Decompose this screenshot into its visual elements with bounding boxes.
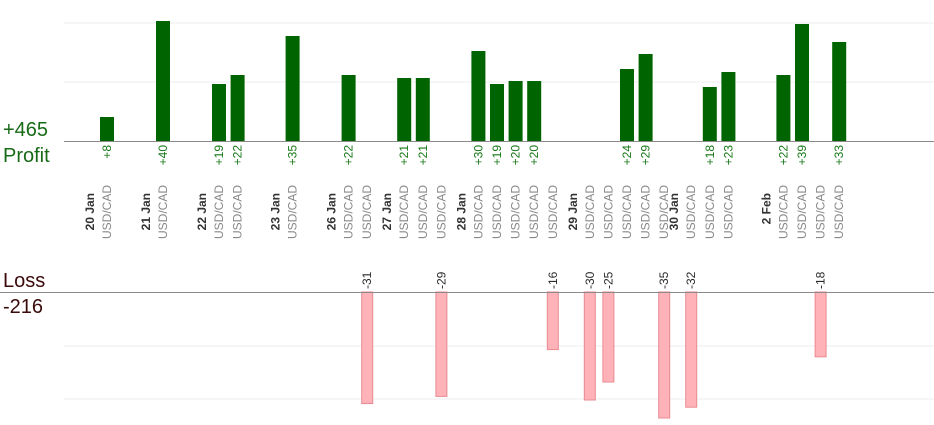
profit-value-label: +29 bbox=[639, 145, 653, 166]
profit-bar bbox=[490, 84, 504, 141]
pair-label: USD/CAD bbox=[342, 185, 356, 239]
profit-bar bbox=[527, 81, 542, 141]
loss-value-label: -29 bbox=[434, 271, 448, 289]
loss-bar bbox=[602, 291, 615, 383]
profit-total: +465 bbox=[3, 119, 49, 141]
profit-value-label: +8 bbox=[100, 145, 114, 159]
profit-bar bbox=[721, 72, 736, 141]
loss-label: Loss bbox=[3, 270, 46, 292]
day-label: 2 Feb bbox=[759, 193, 773, 224]
day-label: 21 Jan bbox=[139, 193, 153, 230]
profit-bar bbox=[620, 69, 634, 141]
pair-label: USD/CAD bbox=[620, 185, 634, 239]
pair-label: USD/CAD bbox=[721, 185, 735, 239]
loss-bar bbox=[435, 291, 448, 397]
pair-label: USD/CAD bbox=[231, 185, 245, 239]
pair-label: USD/CAD bbox=[156, 185, 170, 239]
pair-label: USD/CAD bbox=[286, 185, 300, 239]
loss-bar bbox=[658, 291, 671, 419]
loss-bar bbox=[685, 291, 698, 408]
loss-value-label: -35 bbox=[657, 271, 671, 289]
profit-bar bbox=[415, 78, 430, 141]
profit-value-label: +19 bbox=[490, 145, 504, 166]
loss-value-label: -18 bbox=[814, 271, 828, 289]
profit-value-label: +20 bbox=[527, 145, 541, 166]
day-label: 28 Jan bbox=[454, 193, 468, 230]
profit-value-label: +22 bbox=[231, 145, 245, 166]
pair-label: USD/CAD bbox=[416, 185, 430, 239]
loss-bar bbox=[361, 291, 374, 405]
profit-value-label: +21 bbox=[397, 145, 411, 166]
profit-value-label: +19 bbox=[212, 145, 226, 166]
loss-bar bbox=[583, 291, 596, 401]
pair-label: USD/CAD bbox=[814, 185, 828, 239]
profit-bar bbox=[832, 42, 847, 141]
loss-value-label: -31 bbox=[360, 271, 374, 289]
day-label: 30 Jan bbox=[667, 193, 681, 230]
profit-value-label: +39 bbox=[795, 145, 809, 166]
loss-value-label: -16 bbox=[546, 271, 560, 289]
day-label: 22 Jan bbox=[195, 193, 209, 230]
profit-bar bbox=[776, 75, 791, 141]
pair-label: USD/CAD bbox=[471, 185, 485, 239]
profit-bar bbox=[341, 75, 356, 141]
profit-bar bbox=[285, 36, 300, 141]
profit-bar bbox=[508, 81, 523, 141]
pair-label: USD/CAD bbox=[360, 185, 374, 239]
day-label: 29 Jan bbox=[566, 193, 580, 230]
pair-label: USD/CAD bbox=[657, 185, 671, 239]
profit-value-label: +22 bbox=[776, 145, 790, 166]
day-label: 27 Jan bbox=[380, 193, 394, 230]
profit-bar bbox=[638, 54, 653, 141]
profit-value-label: +22 bbox=[342, 145, 356, 166]
profit-value-label: +18 bbox=[703, 145, 717, 166]
profit-bar bbox=[795, 24, 809, 141]
pair-label: USD/CAD bbox=[397, 185, 411, 239]
loss-value-label: -32 bbox=[684, 271, 698, 289]
profit-value-label: +21 bbox=[416, 145, 430, 166]
pair-label: USD/CAD bbox=[490, 185, 504, 239]
profit-value-label: +23 bbox=[721, 145, 735, 166]
pair-label: USD/CAD bbox=[434, 185, 448, 239]
loss-total: -216 bbox=[3, 296, 44, 318]
profit-value-label: +35 bbox=[286, 145, 300, 166]
profit-value-label: +20 bbox=[509, 145, 523, 166]
pair-label: USD/CAD bbox=[527, 185, 541, 239]
profit-bar bbox=[397, 78, 412, 141]
day-label: 20 Jan bbox=[83, 193, 97, 230]
pair-label: USD/CAD bbox=[684, 185, 698, 239]
profit-bar bbox=[702, 87, 717, 141]
pair-label: USD/CAD bbox=[601, 185, 615, 239]
pair-label: USD/CAD bbox=[776, 185, 790, 239]
profit-bar bbox=[212, 84, 226, 141]
profit-bar bbox=[471, 51, 486, 141]
pair-label: USD/CAD bbox=[100, 185, 114, 239]
pair-label: USD/CAD bbox=[583, 185, 597, 239]
profit-value-label: +40 bbox=[156, 145, 170, 166]
profit-bar bbox=[100, 117, 114, 141]
pair-label: USD/CAD bbox=[639, 185, 653, 239]
loss-value-label: -25 bbox=[601, 271, 615, 289]
day-label: 26 Jan bbox=[325, 193, 339, 230]
pair-label: USD/CAD bbox=[795, 185, 809, 239]
loss-bar bbox=[546, 291, 559, 351]
profit-bar bbox=[156, 21, 170, 141]
pair-label: USD/CAD bbox=[546, 185, 560, 239]
profit-value-label: +33 bbox=[832, 145, 846, 166]
day-label: 23 Jan bbox=[269, 193, 283, 230]
loss-bar bbox=[814, 291, 827, 358]
pair-label: USD/CAD bbox=[703, 185, 717, 239]
profit-value-label: +24 bbox=[620, 145, 634, 166]
pair-label: USD/CAD bbox=[509, 185, 523, 239]
profit-value-label: +30 bbox=[471, 145, 485, 166]
profit-label: Profit bbox=[3, 145, 50, 167]
profit-bar bbox=[230, 75, 245, 141]
loss-value-label: -30 bbox=[583, 271, 597, 289]
pair-label: USD/CAD bbox=[832, 185, 846, 239]
pair-label: USD/CAD bbox=[212, 185, 226, 239]
